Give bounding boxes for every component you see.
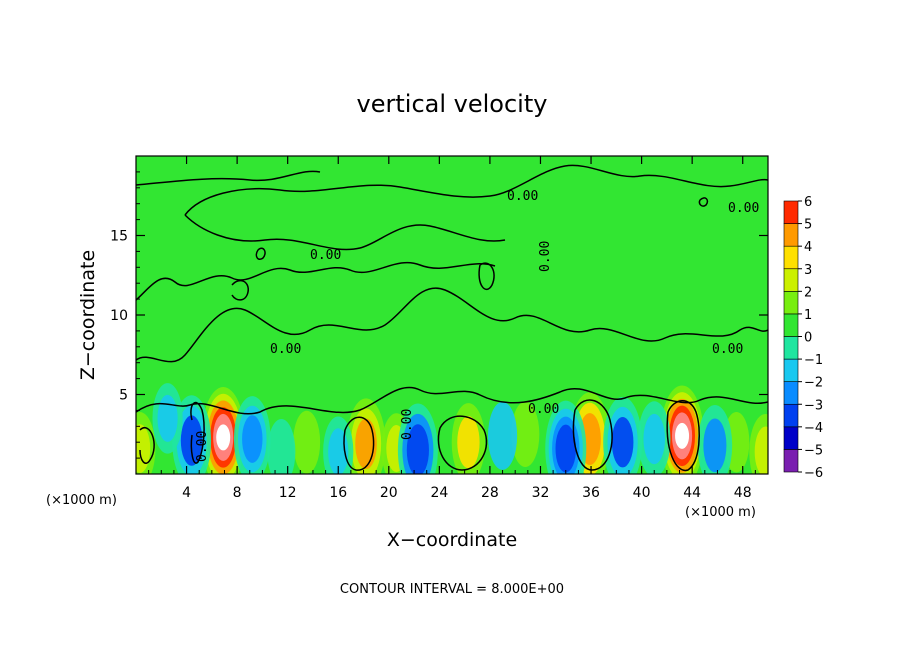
y-tick-label: 10 xyxy=(110,308,128,324)
x-tick-label: 16 xyxy=(329,485,347,501)
plot-area: 0.00 0.00 0.00 0.00 0.00 0.00 0.00 0.00 … xyxy=(110,155,769,501)
contour-line xyxy=(184,214,506,251)
colorbar-swatch xyxy=(783,291,799,315)
colorbar-label: −6 xyxy=(804,466,823,481)
contour-label: 0.00 xyxy=(270,342,301,357)
colorbar-label: 5 xyxy=(804,218,812,233)
contour-line xyxy=(184,164,768,216)
contour-label: 0.00 xyxy=(728,201,759,216)
contour-line xyxy=(139,427,155,464)
y-tick-label: 5 xyxy=(119,388,128,404)
contour-line xyxy=(255,247,266,261)
updraft-cell xyxy=(293,410,321,474)
contour-line xyxy=(136,170,321,186)
downdraft-cell xyxy=(152,383,183,454)
contour-label: 0.00 xyxy=(195,431,210,462)
colorbar-swatch xyxy=(783,403,799,428)
updraft-cell xyxy=(451,403,486,474)
colorbar-label: 6 xyxy=(804,195,812,210)
y-axis-label: Z−coordinate xyxy=(77,250,99,380)
updraft-cell xyxy=(511,401,540,468)
colorbar-label: 4 xyxy=(804,240,812,255)
contour-line xyxy=(666,400,701,472)
contour-line xyxy=(190,401,205,464)
x-axis: 4 8 12 16 20 24 28 32 36 40 44 48 xyxy=(148,156,756,501)
contour-line xyxy=(437,415,488,471)
x-tick-label: 48 xyxy=(734,485,752,501)
contour-label: 0.00 xyxy=(528,402,559,417)
x-tick-label: 32 xyxy=(532,485,550,501)
x-tick-label: 44 xyxy=(683,485,701,501)
colorbar-swatch xyxy=(783,313,799,337)
contour-line xyxy=(136,261,496,301)
x-axis-label: X−coordinate xyxy=(387,529,517,551)
downdraft-cell xyxy=(487,401,518,470)
contour-label: 0.00 xyxy=(712,342,743,357)
downdraft-cell xyxy=(233,396,271,474)
x-unit-right: (×1000 m) xyxy=(685,505,756,520)
y-axis: 5 10 15 xyxy=(110,171,768,459)
contour-label: 0.00 xyxy=(400,409,415,440)
y-tick-label: 15 xyxy=(110,229,128,245)
x-tick-label: 24 xyxy=(430,485,448,501)
colorbar-swatch xyxy=(783,336,799,360)
contour-interval-note: CONTOUR INTERVAL = 8.000E+00 xyxy=(340,582,564,597)
x-tick-label: 20 xyxy=(380,485,398,501)
colorbar: −6 −5 −4 −3 −2 −1 0 1 2 3 4 5 6 xyxy=(783,195,823,481)
chart-title: vertical velocity xyxy=(357,90,548,118)
colorbar-label: 2 xyxy=(804,285,812,300)
downdraft-cell xyxy=(697,405,733,474)
contour-line xyxy=(698,197,709,207)
contour-label: 0.00 xyxy=(310,248,341,263)
contour-line xyxy=(231,279,249,301)
x-tick-label: 8 xyxy=(233,485,242,501)
downdraft-cell xyxy=(545,400,587,474)
colorbar-label: 1 xyxy=(804,308,812,323)
colorbar-swatch xyxy=(783,245,799,270)
contour-line xyxy=(478,262,495,291)
updraft-cell xyxy=(201,387,245,474)
colorbar-label: −5 xyxy=(804,443,823,458)
colorbar-label: −3 xyxy=(804,398,823,413)
downdraft-cell xyxy=(267,418,296,474)
colorbar-swatch xyxy=(783,358,799,382)
contour-label: 0.00 xyxy=(538,241,553,272)
colorbar-label: 0 xyxy=(804,331,812,346)
downdraft-cell xyxy=(323,416,354,474)
colorbar-swatch xyxy=(783,268,799,292)
downdraft-cell xyxy=(397,403,438,474)
colorbar-label: 3 xyxy=(804,263,812,278)
x-tick-label: 28 xyxy=(481,485,499,501)
contour-line xyxy=(572,399,613,471)
colorbar-swatch xyxy=(783,426,799,450)
colorbar-label: −4 xyxy=(804,421,823,436)
x-tick-label: 36 xyxy=(582,485,600,501)
colorbar-swatch xyxy=(783,381,799,405)
contour-labels: 0.00 0.00 0.00 0.00 0.00 0.00 0.00 0.00 … xyxy=(195,189,759,462)
downdraft-cell xyxy=(638,401,671,474)
colorbar-swatch xyxy=(783,449,799,473)
contour-label: 0.00 xyxy=(507,189,538,204)
x-tick-label: 12 xyxy=(279,485,297,501)
x-tick-label: 40 xyxy=(633,485,651,501)
x-unit-left: (×1000 m) xyxy=(46,493,117,508)
colorbar-label: −2 xyxy=(804,376,823,391)
contour-line xyxy=(136,386,768,415)
zero-contours xyxy=(136,164,768,472)
colorbar-swatch xyxy=(783,200,799,224)
contour-line xyxy=(136,287,768,363)
downdraft-cell xyxy=(603,396,643,474)
colorbar-label: −1 xyxy=(804,353,823,368)
contour-line xyxy=(343,416,375,471)
x-tick-label: 4 xyxy=(182,485,191,501)
colorbar-swatch xyxy=(783,223,799,247)
updraft-cell xyxy=(749,413,768,474)
